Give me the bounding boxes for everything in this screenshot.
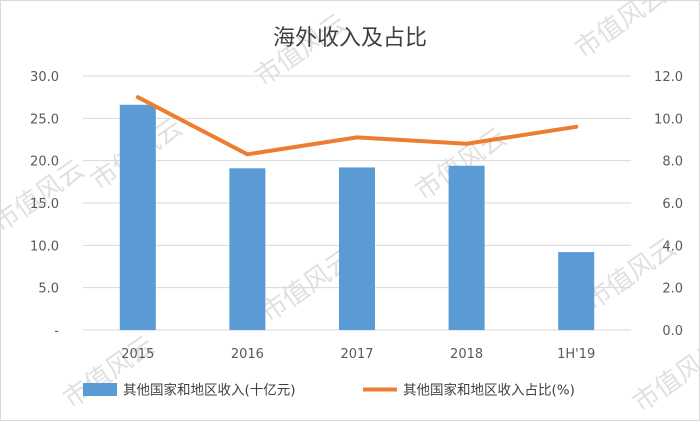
left-tick-label: 5.0 xyxy=(38,282,59,297)
watermark-text: 市值风云 xyxy=(570,1,672,65)
x-tick-label: 1H'19 xyxy=(557,347,595,362)
left-tick-label: 10.0 xyxy=(30,239,59,254)
x-tick-label: 2015 xyxy=(121,347,154,362)
right-tick-label: 10.0 xyxy=(654,112,683,127)
x-axis: 2015 2016 2017 2018 1H'19 xyxy=(121,347,595,362)
legend-line-label: 其他国家和地区收入占比(%) xyxy=(403,382,575,399)
watermark-text: 市值风云 xyxy=(628,334,699,418)
legend-bar-swatch xyxy=(83,383,117,396)
chart-title: 海外收入及占比 xyxy=(273,26,427,51)
right-tick-label: 2.0 xyxy=(662,282,683,297)
left-tick-label: - xyxy=(54,324,59,339)
right-tick-label: 4.0 xyxy=(662,239,683,254)
right-axis: 0.0 2.0 4.0 6.0 8.0 10.0 12.0 xyxy=(654,70,683,339)
left-tick-label: 30.0 xyxy=(30,70,59,85)
bar xyxy=(339,167,375,330)
watermark-text: 市值风云 xyxy=(58,330,160,414)
left-tick-label: 15.0 xyxy=(30,197,59,212)
left-tick-label: 20.0 xyxy=(30,155,59,170)
x-tick-label: 2016 xyxy=(231,347,264,362)
right-tick-label: 6.0 xyxy=(662,197,683,212)
line-series xyxy=(135,95,579,157)
left-axis: - 5.0 10.0 15.0 20.0 25.0 30.0 xyxy=(30,70,59,339)
left-tick-label: 25.0 xyxy=(30,112,59,127)
x-tick-label: 2018 xyxy=(450,347,483,362)
bar-series xyxy=(119,104,595,330)
legend-bar-label: 其他国家和地区收入(十亿元) xyxy=(123,382,296,399)
bar xyxy=(119,104,156,330)
right-tick-label: 0.0 xyxy=(662,324,683,339)
bar xyxy=(448,165,485,330)
legend: 其他国家和地区收入(十亿元) 其他国家和地区收入占比(%) xyxy=(83,382,575,399)
bar xyxy=(558,252,595,330)
right-tick-label: 8.0 xyxy=(662,155,683,170)
right-tick-label: 12.0 xyxy=(654,70,683,85)
bar xyxy=(229,168,266,330)
line-series-path xyxy=(135,95,579,157)
x-tick-label: 2017 xyxy=(340,347,373,362)
